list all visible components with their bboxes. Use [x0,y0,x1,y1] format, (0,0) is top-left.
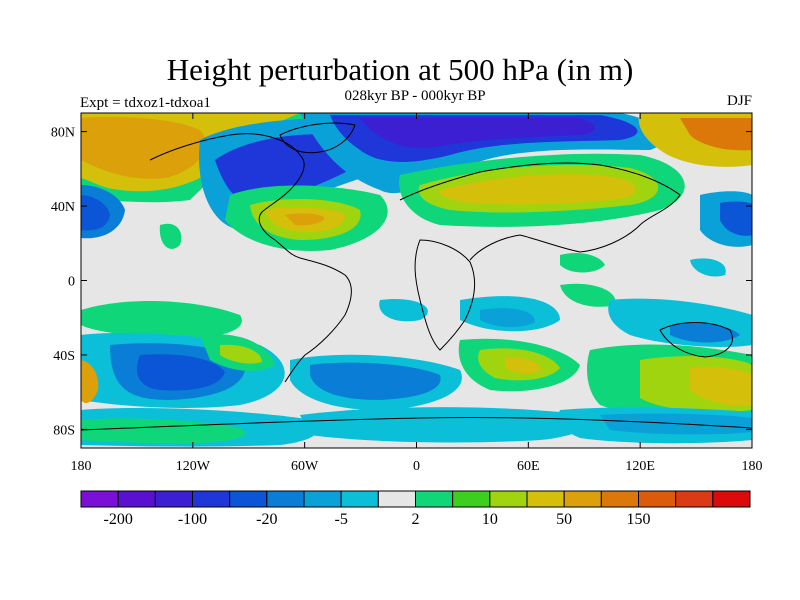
coastlines [81,122,752,431]
colorbar [80,490,751,508]
contour-field [81,113,752,448]
colorbar-box [452,490,491,508]
colorbar-box [266,490,305,508]
colorbar-label: 150 [627,511,651,528]
colorbar-box [80,490,119,508]
lon-tick-label: 180 [71,459,92,474]
colorbar-box [712,490,751,508]
colorbar-box [638,490,677,508]
colorbar-box [415,490,454,508]
lon-tick-label: 0 [413,459,420,474]
colorbar-box [675,490,714,508]
colorbar-box [154,490,193,508]
lon-tick-label: 60W [291,459,319,474]
colorbar-box [377,490,417,508]
lat-tick-label: 40N [51,200,75,215]
latitude-axis: 80N 40N 0 40S 80S [51,126,75,439]
colorbar-label: -200 [104,511,133,528]
lat-tick-label: 80S [53,423,75,438]
plot-title: Height perturbation at 500 hPa (in m) [166,52,634,87]
lat-tick-label: 80N [51,126,75,141]
colorbar-label: -5 [335,511,348,528]
lat-tick-label: 0 [68,275,75,290]
map-frame [80,112,753,449]
lon-tick-label: 120W [176,459,211,474]
lat-tick-label: 40S [53,349,75,364]
colorbar-box [340,490,379,508]
colorbar-box [563,490,602,508]
colorbar-label: 2 [412,511,420,528]
plot-subtitle: 028kyr BP - 000kyr BP [344,88,486,104]
colorbar-box [117,490,156,508]
colorbar-label: 50 [556,511,572,528]
colorbar-label: 10 [482,511,498,528]
lon-tick-label: 120E [625,459,655,474]
colorbar-box [526,490,565,508]
lon-tick-label: 180 [742,459,763,474]
season-label: DJF [726,93,752,109]
colorbar-box [192,490,231,508]
colorbar-box [600,490,639,508]
colorbar-labels: -200 -100 -20 -5 2 10 50 150 [104,511,651,528]
experiment-label: Expt = tdxoz1-tdxoa1 [80,95,211,111]
colorbar-label: -20 [256,511,277,528]
lon-tick-label: 60E [517,459,540,474]
colorbar-box [489,490,528,508]
longitude-axis: 180 120W 60W 0 60E 120E 180 [71,459,763,474]
colorbar-box [229,490,268,508]
colorbar-label: -100 [178,511,207,528]
colorbar-box [303,490,342,508]
